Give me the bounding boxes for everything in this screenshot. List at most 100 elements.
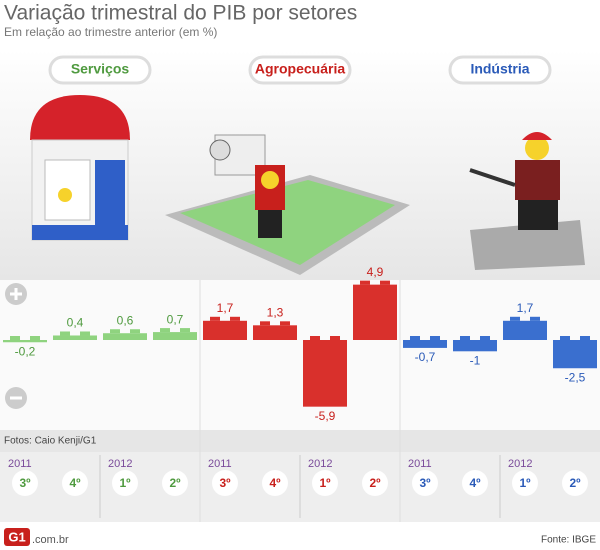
quarter-circle	[62, 470, 88, 496]
stud	[480, 336, 490, 340]
year-label: 2011	[208, 458, 232, 470]
stud	[280, 321, 290, 326]
value-label: 4,9	[367, 265, 384, 279]
quarter-circle	[562, 470, 588, 496]
bar	[553, 340, 597, 369]
value-label: -0,2	[15, 344, 36, 358]
value-label: -2,5	[565, 370, 586, 384]
x-tick-label: 2º	[369, 476, 381, 490]
bar	[153, 332, 197, 340]
credit-band	[0, 430, 600, 452]
quarter-circle	[262, 470, 288, 496]
stud	[510, 316, 520, 321]
stud	[80, 331, 90, 336]
stud	[560, 336, 570, 340]
stud	[60, 331, 70, 336]
bar	[353, 284, 397, 340]
x-tick-label: 4º	[269, 476, 281, 490]
year-label: 2012	[108, 458, 132, 470]
x-tick-label: 3º	[19, 476, 31, 490]
sector-pill	[48, 55, 152, 85]
stud	[380, 280, 390, 285]
x-tick-label: 2º	[569, 476, 581, 490]
year-label: 2011	[8, 458, 32, 470]
bar	[303, 340, 347, 407]
value-label: 0,7	[167, 312, 184, 326]
stud	[330, 336, 340, 340]
stud	[130, 329, 140, 334]
quarter-circle	[512, 470, 538, 496]
stud	[310, 336, 320, 340]
plus-icon	[5, 283, 27, 305]
quarter-circle	[112, 470, 138, 496]
value-label: 1,7	[217, 301, 234, 315]
year-label: 2011	[408, 458, 432, 470]
logo: G1	[8, 529, 25, 544]
scene-servicos	[30, 95, 130, 241]
sector-title: Indústria	[470, 61, 529, 77]
bar	[3, 340, 47, 343]
bar	[253, 325, 297, 340]
value-label: -0,7	[415, 350, 436, 364]
stud	[530, 316, 540, 321]
stud	[110, 329, 120, 334]
title: Variação trimestral do PIB por setores	[4, 2, 357, 25]
value-label: -5,9	[315, 409, 336, 423]
sector-pill	[248, 55, 352, 85]
quarter-circle	[362, 470, 388, 496]
quarter-circle	[212, 470, 238, 496]
value-label: 0,4	[67, 316, 84, 330]
sector-title: Serviços	[71, 61, 130, 77]
value-label: -1	[470, 353, 481, 367]
quarter-circle	[412, 470, 438, 496]
scene-industria	[469, 132, 585, 270]
year-label: 2012	[508, 458, 532, 470]
stud	[230, 316, 240, 321]
stud	[260, 321, 270, 326]
x-tick-label: 1º	[319, 476, 331, 490]
x-tick-label: 4º	[69, 476, 81, 490]
stud	[580, 336, 590, 340]
stud	[430, 336, 440, 340]
sector-pill	[448, 55, 552, 85]
domain: .com.br	[32, 534, 69, 546]
bar	[403, 340, 447, 348]
sector-title: Agropecuária	[255, 61, 345, 77]
x-tick-label: 4º	[469, 476, 481, 490]
quarter-circle	[12, 470, 38, 496]
value-label: 0,6	[117, 313, 134, 327]
stud	[160, 328, 170, 333]
value-label: 1,7	[517, 301, 534, 315]
x-tick-label: 3º	[419, 476, 431, 490]
bar	[103, 333, 147, 340]
quarter-circle	[162, 470, 188, 496]
photo-credit: Fotos: Caio Kenji/G1	[4, 436, 97, 447]
x-tick-label: 1º	[519, 476, 531, 490]
year-label: 2012	[308, 458, 332, 470]
stud	[360, 280, 370, 285]
bar	[203, 320, 247, 340]
bar	[453, 340, 497, 352]
quarter-circle	[462, 470, 488, 496]
x-tick-label: 3º	[219, 476, 231, 490]
quarter-circle	[312, 470, 338, 496]
footer	[0, 522, 600, 550]
x-tick-label: 1º	[119, 476, 131, 490]
stud	[180, 328, 190, 333]
stud	[30, 336, 40, 340]
stud	[460, 336, 470, 340]
value-label: 1,3	[267, 305, 284, 319]
logo-box	[4, 528, 30, 546]
bar	[503, 320, 547, 340]
subtitle: Em relação ao trimestre anterior (em %)	[4, 25, 217, 39]
bar	[53, 335, 97, 340]
stud	[10, 336, 20, 340]
scene-agropecuaria	[165, 134, 410, 275]
chart-area	[0, 280, 600, 430]
stud	[410, 336, 420, 340]
stud	[210, 316, 220, 321]
minus-icon	[5, 387, 27, 409]
source: Fonte: IBGE	[541, 535, 596, 546]
